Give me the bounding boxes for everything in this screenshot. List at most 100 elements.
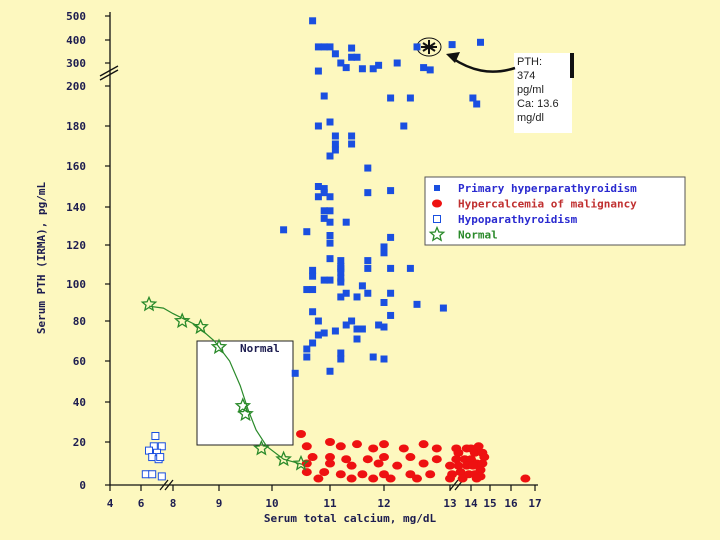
data-point-primary-hyperparathyroidism <box>337 278 345 286</box>
data-point-hypercalcemia-of-malignancy <box>385 474 396 483</box>
legend-marker-open-square <box>433 215 441 223</box>
data-point-primary-hyperparathyroidism <box>353 335 361 343</box>
y-tick-label: 20 <box>73 436 86 449</box>
data-point-primary-hyperparathyroidism <box>326 367 334 375</box>
data-point-primary-hyperparathyroidism <box>342 64 350 72</box>
data-point-primary-hyperparathyroidism <box>413 43 421 51</box>
data-point-primary-hyperparathyroidism <box>448 41 456 49</box>
y-tick-label: 120 <box>66 239 86 252</box>
data-point-primary-hyperparathyroidism <box>413 300 421 308</box>
data-point-primary-hyperparathyroidism <box>303 353 311 361</box>
data-point-hypercalcemia-of-malignancy <box>392 461 403 470</box>
data-point-hypercalcemia-of-malignancy <box>418 459 429 468</box>
data-point-primary-hyperparathyroidism <box>473 100 481 108</box>
data-point-primary-hyperparathyroidism <box>342 218 350 226</box>
data-point-primary-hyperparathyroidism <box>314 193 322 201</box>
legend-label: Hypercalcemia of malignancy <box>458 198 637 211</box>
y-tick-label: 180 <box>66 120 86 133</box>
data-point-primary-hyperparathyroidism <box>420 64 428 72</box>
x-tick-label: 14 <box>464 497 478 510</box>
axes: 0 20 40 60 80 100 120 140 160 180 200 300 400 500 4 6 8 9… <box>66 10 542 510</box>
annotation-boxes: Normal PTH: 374 pg/ml Ca: 13.6 mg/dl <box>196 37 574 446</box>
data-point-primary-hyperparathyroidism <box>348 140 356 148</box>
data-point-primary-hyperparathyroidism <box>331 140 339 148</box>
data-point-hypercalcemia-of-malignancy <box>405 453 416 462</box>
data-point-primary-hyperparathyroidism <box>393 59 401 67</box>
data-point-primary-hyperparathyroidism <box>380 299 388 306</box>
annotation-arrow-head <box>446 52 460 63</box>
data-point-hypoparathyroidism <box>148 470 157 479</box>
data-point-normal <box>292 454 310 471</box>
data-point-hypercalcemia-of-malignancy <box>431 455 442 464</box>
data-point-hypercalcemia-of-malignancy <box>457 474 468 483</box>
data-point-primary-hyperparathyroidism <box>320 43 328 51</box>
data-point-primary-hyperparathyroidism <box>337 268 345 276</box>
data-point-primary-hyperparathyroidism <box>364 264 372 272</box>
y-tick-label: 0 <box>79 479 86 492</box>
data-point-primary-hyperparathyroidism <box>406 264 414 272</box>
data-point-primary-hyperparathyroidism <box>309 286 317 294</box>
y-tick-label: 200 <box>66 80 86 93</box>
data-point-primary-hyperparathyroidism <box>320 214 328 222</box>
data-point-hypercalcemia-of-malignancy <box>469 448 480 457</box>
data-point-hypoparathyroidism <box>157 442 166 451</box>
y-tick-label: 80 <box>73 315 86 328</box>
data-point-primary-hyperparathyroidism <box>326 152 334 160</box>
data-point-hypercalcemia-of-malignancy <box>473 442 484 451</box>
data-point-normal <box>275 450 292 467</box>
data-point-primary-hyperparathyroidism <box>337 355 345 363</box>
data-point-primary-hyperparathyroidism <box>369 353 377 361</box>
annotation-box <box>514 53 572 133</box>
data-point-primary-hyperparathyroidism <box>326 255 334 263</box>
data-point-primary-hyperparathyroidism <box>331 132 339 140</box>
data-marks <box>140 17 531 483</box>
data-point-normal <box>192 318 209 335</box>
y-tick-label: 160 <box>66 160 86 173</box>
data-point-primary-hyperparathyroidism <box>326 193 334 201</box>
data-point-primary-hyperparathyroidism <box>320 189 328 197</box>
x-tick-label: 17 <box>528 497 541 510</box>
data-point-primary-hyperparathyroidism <box>348 44 356 52</box>
data-point-primary-hyperparathyroidism <box>380 355 388 363</box>
x-axis-break-mark <box>164 479 174 491</box>
data-point-primary-hyperparathyroidism <box>309 272 317 280</box>
data-point-primary-hyperparathyroidism <box>477 38 484 46</box>
y-axis-break-mark <box>99 65 119 77</box>
y-tick-label: 140 <box>66 201 86 214</box>
x-tick-label: 4 <box>107 497 114 510</box>
data-point-primary-hyperparathyroidism <box>337 262 345 270</box>
data-point-hypoparathyroidism <box>156 453 165 462</box>
data-point-hypercalcemia-of-malignancy <box>335 442 346 451</box>
data-point-primary-hyperparathyroidism <box>314 67 322 75</box>
x-tick-label: 16 <box>504 497 518 510</box>
x-tick-label: 10 <box>265 497 278 510</box>
data-point-primary-hyperparathyroidism <box>326 239 334 247</box>
y-tick-label: 300 <box>66 57 86 70</box>
data-point-primary-hyperparathyroidism <box>320 207 328 215</box>
data-point-primary-hyperparathyroidism <box>337 257 345 265</box>
data-point-primary-hyperparathyroidism <box>358 325 366 333</box>
data-point-primary-hyperparathyroidism <box>331 327 339 335</box>
data-point-primary-hyperparathyroidism <box>337 274 345 282</box>
data-point-hypercalcemia-of-malignancy <box>467 461 478 470</box>
normal-fit-curve <box>148 305 307 467</box>
data-point-primary-hyperparathyroidism <box>337 59 345 67</box>
data-point-hypercalcemia-of-malignancy <box>301 468 312 477</box>
data-point-primary-hyperparathyroidism <box>303 228 311 236</box>
data-point-primary-hyperparathyroidism <box>348 53 356 61</box>
data-point-primary-hyperparathyroidism <box>369 65 377 73</box>
x-tick-label: 9 <box>216 497 223 510</box>
data-point-primary-hyperparathyroidism <box>400 122 408 130</box>
data-point-hypercalcemia-of-malignancy <box>368 474 379 483</box>
data-point-normal <box>253 439 270 456</box>
data-point-primary-hyperparathyroidism <box>326 232 334 239</box>
legend-box <box>424 176 686 246</box>
data-point-primary-hyperparathyroidism <box>314 43 322 51</box>
data-point-hypercalcemia-of-malignancy <box>362 455 373 464</box>
data-point-primary-hyperparathyroidism <box>314 317 322 325</box>
data-point-primary-hyperparathyroidism <box>380 243 388 251</box>
data-point-primary-hyperparathyroidism <box>337 349 345 357</box>
data-point-primary-hyperparathyroidism <box>314 331 322 339</box>
data-point-primary-hyperparathyroidism <box>387 289 395 297</box>
